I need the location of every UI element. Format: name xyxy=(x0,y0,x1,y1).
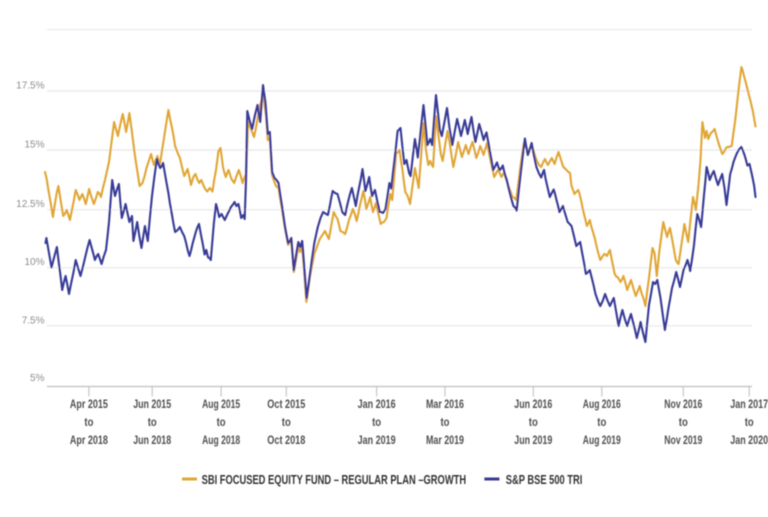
svg-text:to: to xyxy=(441,415,450,429)
svg-text:15%: 15% xyxy=(24,140,44,151)
svg-text:to: to xyxy=(217,415,226,429)
svg-text:Mar 2016: Mar 2016 xyxy=(426,397,464,411)
svg-text:to: to xyxy=(745,415,754,429)
svg-text:to: to xyxy=(529,415,538,429)
svg-text:10%: 10% xyxy=(24,257,44,268)
svg-text:Jun 2018: Jun 2018 xyxy=(133,433,171,447)
svg-text:to: to xyxy=(84,415,93,429)
svg-text:7.5%: 7.5% xyxy=(22,315,45,326)
svg-text:to: to xyxy=(679,415,688,429)
svg-text:Jan 2020: Jan 2020 xyxy=(730,433,768,447)
svg-text:Apr 2018: Apr 2018 xyxy=(70,433,108,447)
svg-text:Oct 2018: Oct 2018 xyxy=(267,433,305,447)
svg-text:Mar 2019: Mar 2019 xyxy=(426,433,464,447)
svg-text:to: to xyxy=(372,415,381,429)
svg-text:Aug 2016: Aug 2016 xyxy=(583,397,621,411)
svg-text:SBI FOCUSED EQUITY FUND – REGU: SBI FOCUSED EQUITY FUND – REGULAR PLAN –… xyxy=(202,472,467,487)
svg-text:Jun 2015: Jun 2015 xyxy=(133,397,171,411)
svg-text:Aug 2019: Aug 2019 xyxy=(583,433,621,447)
svg-text:Nov 2019: Nov 2019 xyxy=(664,433,702,447)
svg-text:Nov 2016: Nov 2016 xyxy=(664,397,702,411)
svg-text:Oct 2015: Oct 2015 xyxy=(267,397,305,411)
svg-text:to: to xyxy=(597,415,606,429)
svg-text:Aug 2018: Aug 2018 xyxy=(202,433,240,447)
svg-text:Apr 2015: Apr 2015 xyxy=(70,397,108,411)
svg-text:Jun 2019: Jun 2019 xyxy=(514,433,552,447)
svg-text:17.5%: 17.5% xyxy=(16,81,44,92)
svg-text:S&P BSE 500 TRI: S&P BSE 500 TRI xyxy=(506,472,583,487)
svg-text:Aug 2015: Aug 2015 xyxy=(202,397,240,411)
svg-text:12.5%: 12.5% xyxy=(16,199,44,210)
svg-text:Jan 2016: Jan 2016 xyxy=(358,397,396,411)
svg-text:to: to xyxy=(282,415,291,429)
svg-text:Jun 2016: Jun 2016 xyxy=(514,397,552,411)
svg-text:5%: 5% xyxy=(30,373,45,384)
svg-text:to: to xyxy=(148,415,157,429)
svg-text:Jan 2019: Jan 2019 xyxy=(358,433,396,447)
svg-text:Jan 2017: Jan 2017 xyxy=(730,397,768,411)
